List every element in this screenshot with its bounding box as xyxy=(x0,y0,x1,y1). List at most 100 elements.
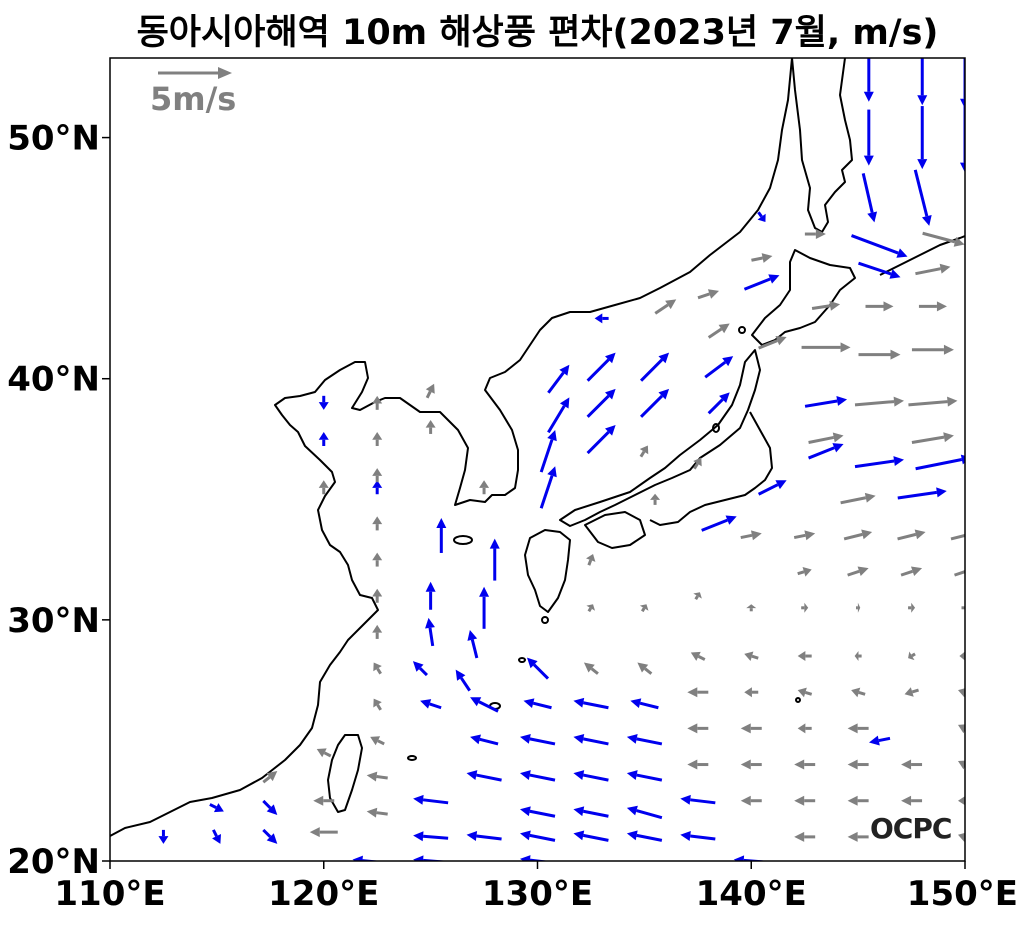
wind-vector xyxy=(425,383,435,399)
wind-vector xyxy=(586,388,616,418)
wind-vector xyxy=(743,274,780,291)
wind-vector xyxy=(911,432,954,444)
wind-vector xyxy=(573,733,609,746)
wind-vector xyxy=(313,795,335,806)
wind-vector xyxy=(897,487,947,500)
wind-vector xyxy=(740,795,762,806)
wind-vector xyxy=(917,106,928,170)
coastline xyxy=(110,58,965,837)
wind-vector xyxy=(958,760,965,770)
wind-vector xyxy=(455,669,471,692)
wind-vector xyxy=(373,698,382,711)
x-axis-ticks: 110°E 120°E 130°E 140°E 150°E xyxy=(54,861,1018,914)
wind-vector xyxy=(479,586,490,629)
wind-vector xyxy=(373,662,382,675)
wind-vector xyxy=(869,735,891,746)
wind-vector xyxy=(523,698,552,710)
wind-vector xyxy=(573,830,609,842)
wind-vector xyxy=(520,830,556,842)
wind-vector xyxy=(959,651,965,661)
wind-vector xyxy=(539,430,557,473)
wind-vector xyxy=(801,602,809,613)
wind-vector xyxy=(854,456,904,469)
wind-vector xyxy=(425,419,436,434)
wind-vector xyxy=(701,515,737,532)
wind-vector xyxy=(372,468,383,483)
wind-vector xyxy=(640,388,670,418)
wind-vector xyxy=(470,697,499,713)
wind-vector xyxy=(318,395,329,410)
wind-vector xyxy=(425,581,436,610)
wind-vector xyxy=(547,397,570,434)
y-axis-ticks: 20°N 30°N 40°N 50°N xyxy=(7,119,110,882)
wind-vector xyxy=(573,806,609,818)
wind-vector xyxy=(372,588,383,603)
wind-vector xyxy=(466,770,502,782)
wind-vector xyxy=(797,687,813,698)
wind-vector xyxy=(366,807,388,818)
wind-vector xyxy=(856,602,861,613)
wind-vector xyxy=(847,795,869,806)
wind-vector xyxy=(520,806,556,818)
wind-vector xyxy=(639,604,649,613)
wind-vector xyxy=(757,480,787,496)
wind-vector xyxy=(413,794,449,805)
wind-vector xyxy=(697,289,719,300)
reference-vector-label: 5m/s xyxy=(150,80,236,118)
wind-vector xyxy=(804,396,848,408)
wind-vector xyxy=(436,517,447,553)
wind-vector xyxy=(847,566,869,577)
wind-vector xyxy=(654,299,677,315)
wind-vector xyxy=(847,759,869,770)
wind-vector xyxy=(318,432,329,447)
wind-vector xyxy=(740,723,762,734)
wind-vector xyxy=(626,805,663,820)
wind-vector xyxy=(922,231,965,247)
wind-vector xyxy=(794,759,816,770)
wind-vector xyxy=(693,592,702,601)
wind-vector xyxy=(863,109,874,166)
wind-vector xyxy=(470,734,499,746)
wind-vector xyxy=(958,796,965,806)
wind-vector xyxy=(958,832,965,842)
wind-vector xyxy=(680,831,716,841)
wind-vector xyxy=(897,529,926,541)
wind-vector xyxy=(520,733,556,746)
wind-vector xyxy=(858,349,901,360)
wind-vector xyxy=(858,261,901,279)
wind-vector xyxy=(740,530,762,541)
wind-vector xyxy=(413,831,449,842)
wind-vector xyxy=(547,364,570,394)
x-tick-label: 110°E xyxy=(54,874,165,914)
wind-vector xyxy=(757,211,766,223)
wind-vector xyxy=(520,770,556,782)
wind-vector xyxy=(707,323,730,339)
wind-vector xyxy=(847,831,869,842)
wind-vector xyxy=(640,352,670,382)
y-tick-label: 20°N xyxy=(7,842,100,882)
wind-vector xyxy=(412,661,428,677)
y-tick-label: 50°N xyxy=(7,119,100,159)
wind-vector xyxy=(586,604,596,613)
wind-vector xyxy=(797,723,812,734)
wind-vector xyxy=(420,699,442,710)
wind-vector xyxy=(626,770,663,782)
wind-vector xyxy=(586,425,616,455)
wind-vector xyxy=(911,344,954,355)
wind-vector xyxy=(158,829,169,844)
x-tick-label: 130°E xyxy=(482,874,593,914)
wind-vector xyxy=(904,687,919,697)
wind-vector xyxy=(758,336,787,350)
wind-vector xyxy=(863,58,874,102)
wind-vector xyxy=(527,657,550,680)
wind-vector xyxy=(861,173,878,223)
wind-vector xyxy=(751,253,773,263)
wind-vector xyxy=(908,602,916,613)
wind-vector xyxy=(908,396,958,407)
wind-vector xyxy=(586,352,616,382)
y-tick-label: 30°N xyxy=(7,601,100,641)
wind-vector xyxy=(843,529,873,541)
x-tick-label: 150°E xyxy=(907,874,1018,914)
wind-vector xyxy=(854,651,862,662)
wind-vector xyxy=(687,759,709,770)
